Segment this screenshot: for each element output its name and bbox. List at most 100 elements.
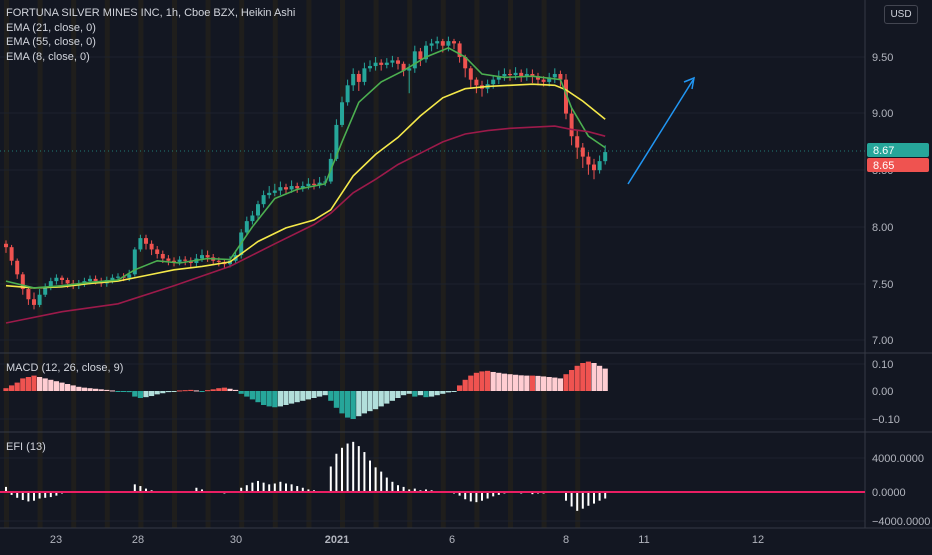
candle (474, 79, 479, 86)
macd-bar (227, 388, 233, 391)
macd-bar (591, 363, 597, 391)
candle (440, 41, 445, 46)
candle (54, 277, 59, 282)
candle (160, 253, 165, 259)
macd-bar (529, 375, 535, 391)
efi-tick-label: −4000.0000 (872, 516, 930, 528)
candle (457, 43, 462, 57)
macd-bar (149, 391, 155, 397)
macd-bar (289, 391, 295, 404)
macd-bar (322, 391, 328, 396)
legend-ema55[interactable]: EMA (55, close, 0) (6, 36, 96, 48)
macd-bar (249, 391, 255, 400)
macd-bar (261, 391, 267, 405)
macd-label[interactable]: MACD (12, 26, close, 9) (6, 362, 124, 374)
macd-bar (154, 391, 160, 395)
macd-bar (451, 391, 457, 392)
last-price-tag-label: 8.67 (873, 145, 894, 157)
macd-bar (160, 391, 166, 394)
macd-bar (70, 385, 76, 391)
macd-bar (473, 372, 479, 391)
candle (390, 60, 395, 63)
candle (552, 73, 557, 78)
candle (592, 164, 596, 171)
time-tick-label: 23 (50, 534, 62, 546)
macd-bar (468, 375, 474, 391)
session-band (239, 0, 245, 528)
macd-bar (3, 388, 9, 391)
candle (177, 259, 182, 262)
macd-bar (440, 391, 446, 394)
candle (289, 186, 294, 190)
candle (491, 79, 496, 85)
candle (65, 280, 70, 284)
macd-bar (389, 391, 395, 401)
session-band (71, 0, 77, 528)
candle (541, 79, 546, 82)
macd-bar (244, 391, 250, 397)
candle (256, 204, 260, 216)
candle (60, 277, 64, 281)
prev-price-tag (867, 158, 929, 172)
ema21-line (5, 47, 606, 289)
macd-bar (345, 391, 351, 418)
candle (429, 43, 434, 46)
candle (15, 260, 20, 275)
efi-label[interactable]: EFI (13) (6, 441, 46, 453)
candle (132, 249, 137, 275)
session-band (205, 0, 211, 528)
candle (32, 299, 36, 305)
macd-bar (294, 391, 300, 403)
candle (216, 260, 221, 262)
candle (368, 66, 372, 69)
candle (530, 73, 535, 77)
candle (564, 79, 568, 114)
macd-bar (412, 391, 418, 397)
candle (267, 192, 272, 196)
chart-legend: FORTUNA SILVER MINES INC, 1h, Cboe BZX, … (6, 6, 295, 64)
candle (144, 238, 148, 244)
macd-bar (76, 386, 82, 391)
macd-bar (25, 377, 31, 391)
macd-bar (65, 384, 71, 391)
candle (424, 45, 428, 60)
candle (43, 287, 48, 295)
macd-bar (406, 391, 412, 394)
candle (513, 72, 518, 76)
time-tick-label: 2021 (325, 534, 349, 546)
legend-ema21[interactable]: EMA (21, close, 0) (6, 21, 96, 34)
legend-ema8[interactable]: EMA (8, close, 0) (6, 50, 90, 63)
candle (300, 186, 305, 189)
projection-arrow-head (683, 76, 695, 90)
session-band (474, 0, 480, 528)
candle (138, 238, 143, 250)
session-band (407, 0, 413, 528)
macd-tick-label: 0.10 (872, 359, 893, 371)
candle (4, 243, 8, 248)
macd-tick-label: 0.00 (872, 386, 893, 398)
candle (407, 68, 412, 71)
macd-bar (210, 389, 216, 391)
candle (547, 77, 552, 82)
macd-bar (552, 377, 558, 391)
macd-bar (238, 391, 244, 394)
candle (200, 255, 204, 259)
candle (586, 156, 591, 165)
macd-bar (126, 391, 132, 393)
candle (569, 113, 574, 137)
macd-bar (457, 385, 463, 391)
candle (373, 62, 378, 67)
macd-bar (350, 391, 356, 419)
candle (446, 41, 451, 46)
currency-button[interactable]: USD (884, 5, 918, 24)
macd-bar (87, 388, 93, 391)
candle (284, 187, 288, 190)
macd-bar (479, 371, 485, 391)
macd-bar (429, 391, 435, 397)
candle (205, 255, 210, 258)
time-tick-label: 11 (638, 534, 649, 546)
symbol-title[interactable]: FORTUNA SILVER MINES INC, 1h, Cboe BZX, … (6, 7, 296, 19)
macd-bar (311, 391, 317, 398)
